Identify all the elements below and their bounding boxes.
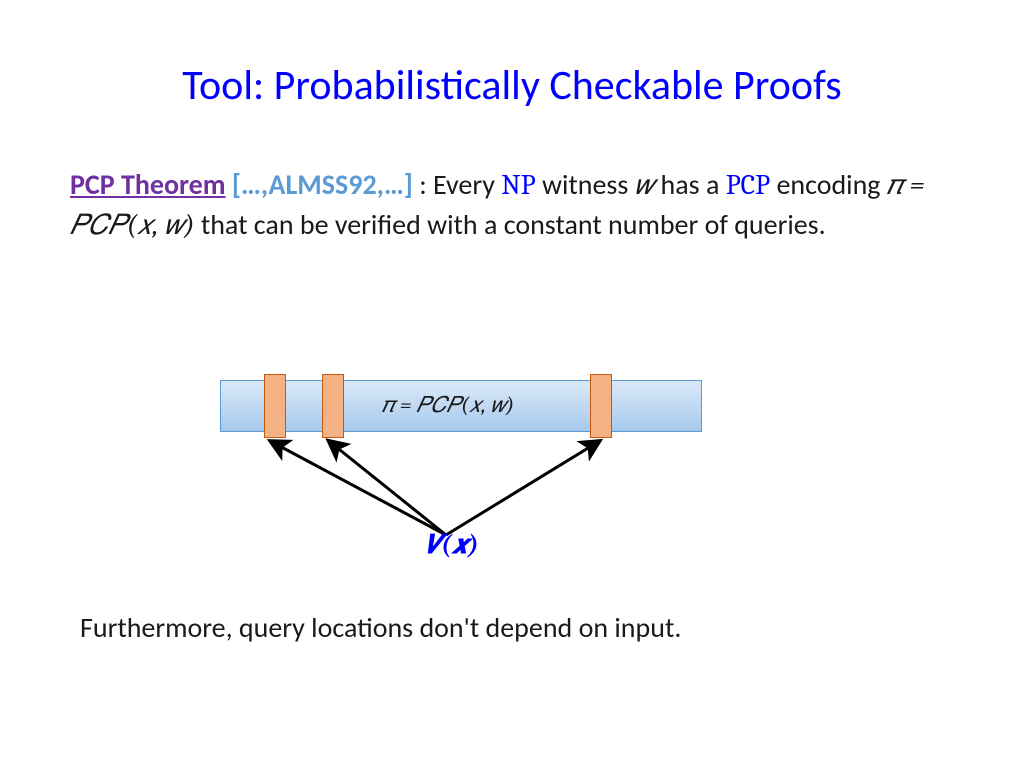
- theorem-mid2: has a: [661, 167, 726, 202]
- w-symbol: 𝑤: [635, 169, 655, 201]
- theorem-citation: […,ALMSS92,…]: [232, 167, 413, 202]
- theorem-pre: : Every: [419, 167, 501, 202]
- theorem-label: PCP Theorem: [70, 167, 226, 202]
- query-mark-3: [590, 374, 612, 438]
- footer-text: Furthermore, query locations don't depen…: [80, 610, 681, 645]
- verifier-label: 𝑽(𝒙): [425, 530, 479, 561]
- query-mark-2: [322, 374, 344, 438]
- theorem-tail: that can be verified with a constant num…: [201, 207, 826, 242]
- query-mark-1: [264, 374, 286, 438]
- theorem-text: PCP Theorem […,ALMSS92,…] : Every NP wit…: [70, 165, 954, 245]
- theorem-mid1: witness: [542, 167, 635, 202]
- theorem-mid3: encoding: [776, 167, 886, 202]
- pcp-symbol: PCP: [726, 169, 770, 201]
- proof-bar-label: 𝜋 = 𝑃𝐶𝑃(𝑥, 𝑤): [382, 392, 514, 418]
- slide-title: Tool: Probabilistically Checkable Proofs: [0, 60, 1024, 111]
- np-symbol: NP: [501, 169, 535, 201]
